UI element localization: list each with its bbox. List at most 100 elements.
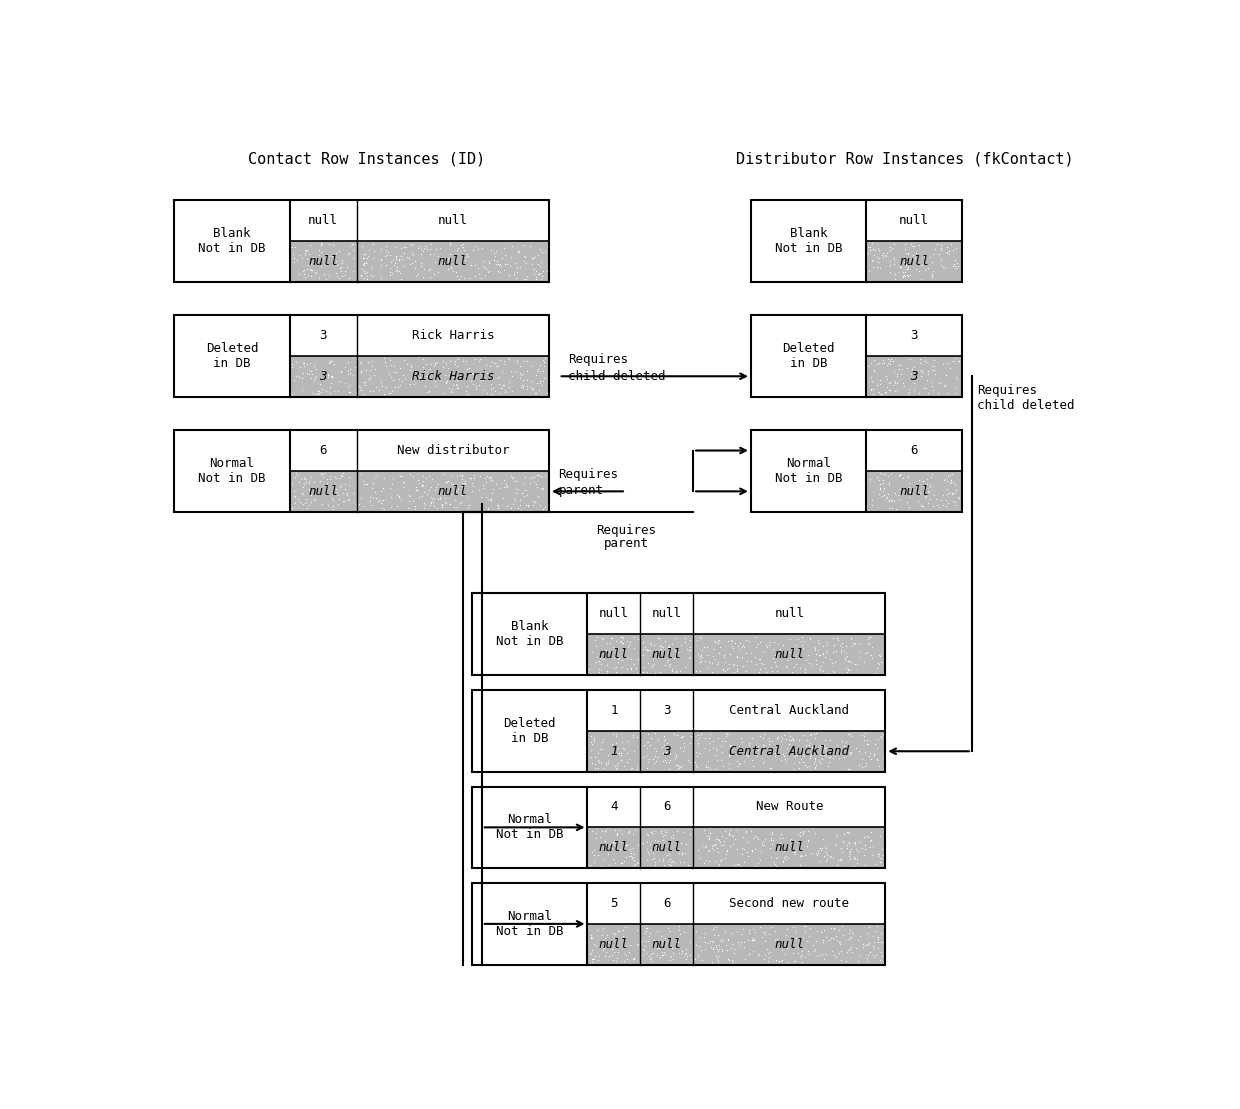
Point [512,377,532,395]
Point [490,350,510,368]
Point [319,366,339,384]
Point [585,755,605,773]
Point [808,842,828,859]
Point [873,934,893,952]
Point [650,629,670,647]
Point [728,660,748,678]
Point [330,469,350,487]
Point [355,262,374,279]
Point [339,490,358,508]
Point [804,638,823,655]
Point [707,947,727,965]
Point [459,500,479,518]
Point [703,739,723,756]
Point [923,262,942,279]
Point [609,922,629,939]
Point [324,500,343,518]
Point [884,363,904,380]
Point [831,851,851,868]
Point [702,654,722,672]
Point [401,362,420,379]
Point [893,469,913,487]
Point [838,847,858,865]
Bar [357,356,549,397]
Point [299,480,319,498]
Bar [751,200,962,282]
Point [738,844,758,862]
Point [921,468,941,486]
Point [694,928,714,946]
Point [760,759,780,776]
Point [650,637,670,654]
Point [771,953,791,970]
Point [532,376,552,394]
Point [842,943,862,960]
Point [339,269,358,287]
Point [698,842,718,859]
Point [755,946,775,964]
Point [698,852,718,869]
Point [944,484,963,501]
Point [856,724,875,742]
Point [445,355,465,373]
Point [580,944,600,962]
Point [898,258,918,276]
Text: New Route: New Route [755,801,823,813]
Point [940,466,960,484]
Point [688,735,708,753]
Point [410,237,430,255]
Point [908,478,928,496]
Point [418,365,438,383]
Point [681,825,701,843]
Point [632,835,652,853]
Point [816,852,836,869]
Point [777,920,797,938]
Point [394,474,414,491]
Point [703,934,723,952]
Bar [174,200,549,282]
Point [745,857,765,875]
Point [846,835,866,853]
Point [909,236,929,254]
Point [750,650,770,668]
Point [356,264,376,282]
Point [717,660,737,678]
Point [794,822,813,840]
Point [505,264,525,282]
Point [787,630,807,648]
Point [360,360,379,378]
Point [529,363,549,380]
Text: null: null [652,608,682,620]
Point [293,369,312,387]
Point [795,846,815,864]
Point [515,252,534,269]
Point [301,267,321,285]
Point [458,488,477,506]
Point [335,358,355,376]
Point [706,836,725,854]
Point [823,637,843,654]
Point [895,255,915,273]
Point [670,917,689,935]
Point [337,257,357,275]
Point [534,467,554,485]
Point [312,235,332,253]
Point [838,930,858,948]
Point [434,353,454,370]
Point [445,353,465,370]
Point [298,499,317,517]
Point [877,356,897,374]
Point [708,644,728,662]
Point [820,753,839,771]
Point [874,486,894,503]
Text: null: null [652,842,682,854]
Point [614,944,634,962]
Point [657,852,677,869]
Point [852,757,872,775]
Point [805,753,825,771]
Point [487,498,507,516]
Point [641,952,661,969]
Point [482,471,502,489]
Point [523,468,543,486]
Point [942,353,962,370]
